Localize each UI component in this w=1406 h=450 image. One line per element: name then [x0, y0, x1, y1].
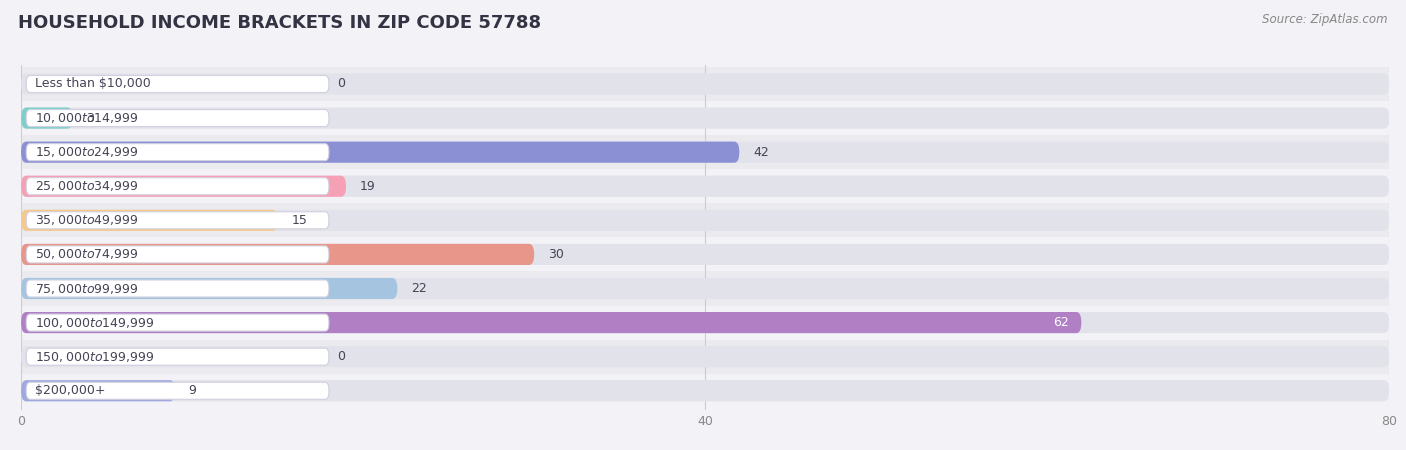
FancyBboxPatch shape	[21, 380, 174, 401]
FancyBboxPatch shape	[21, 142, 740, 163]
Text: $50,000 to $74,999: $50,000 to $74,999	[35, 248, 138, 261]
FancyBboxPatch shape	[21, 244, 1389, 265]
Bar	[0, 340, 1406, 374]
Bar	[0, 237, 1406, 271]
Text: 0: 0	[337, 77, 346, 90]
FancyBboxPatch shape	[21, 176, 1389, 197]
Text: 62: 62	[1053, 316, 1070, 329]
Text: 9: 9	[188, 384, 197, 397]
FancyBboxPatch shape	[27, 178, 329, 195]
Bar	[0, 203, 1406, 237]
Text: $35,000 to $49,999: $35,000 to $49,999	[35, 213, 138, 227]
Text: 0: 0	[337, 350, 346, 363]
FancyBboxPatch shape	[27, 280, 329, 297]
Text: $75,000 to $99,999: $75,000 to $99,999	[35, 282, 138, 296]
FancyBboxPatch shape	[21, 244, 534, 265]
Bar	[0, 271, 1406, 306]
Text: HOUSEHOLD INCOME BRACKETS IN ZIP CODE 57788: HOUSEHOLD INCOME BRACKETS IN ZIP CODE 57…	[18, 14, 541, 32]
Text: 30: 30	[548, 248, 564, 261]
Text: $10,000 to $14,999: $10,000 to $14,999	[35, 111, 138, 125]
FancyBboxPatch shape	[21, 380, 1389, 401]
Text: Less than $10,000: Less than $10,000	[35, 77, 150, 90]
Text: 15: 15	[291, 214, 307, 227]
Text: 3: 3	[86, 112, 94, 125]
Text: $150,000 to $199,999: $150,000 to $199,999	[35, 350, 155, 364]
FancyBboxPatch shape	[27, 109, 329, 126]
Text: 19: 19	[360, 180, 375, 193]
Bar	[0, 306, 1406, 340]
Text: Source: ZipAtlas.com: Source: ZipAtlas.com	[1263, 14, 1388, 27]
FancyBboxPatch shape	[27, 314, 329, 331]
FancyBboxPatch shape	[21, 176, 346, 197]
Bar	[0, 67, 1406, 101]
Bar	[0, 169, 1406, 203]
Bar	[0, 374, 1406, 408]
FancyBboxPatch shape	[21, 210, 1389, 231]
FancyBboxPatch shape	[21, 73, 1389, 94]
FancyBboxPatch shape	[21, 312, 1389, 333]
FancyBboxPatch shape	[27, 382, 329, 399]
FancyBboxPatch shape	[27, 76, 329, 93]
FancyBboxPatch shape	[21, 312, 1081, 333]
FancyBboxPatch shape	[21, 108, 1389, 129]
FancyBboxPatch shape	[21, 108, 72, 129]
FancyBboxPatch shape	[27, 246, 329, 263]
Text: $100,000 to $149,999: $100,000 to $149,999	[35, 315, 155, 329]
FancyBboxPatch shape	[21, 278, 398, 299]
Text: 22: 22	[411, 282, 427, 295]
FancyBboxPatch shape	[21, 210, 277, 231]
FancyBboxPatch shape	[21, 346, 1389, 367]
Text: $15,000 to $24,999: $15,000 to $24,999	[35, 145, 138, 159]
FancyBboxPatch shape	[27, 212, 329, 229]
FancyBboxPatch shape	[21, 142, 1389, 163]
Text: $200,000+: $200,000+	[35, 384, 105, 397]
Text: $25,000 to $34,999: $25,000 to $34,999	[35, 179, 138, 193]
FancyBboxPatch shape	[27, 144, 329, 161]
FancyBboxPatch shape	[21, 278, 1389, 299]
FancyBboxPatch shape	[27, 348, 329, 365]
Bar	[0, 135, 1406, 169]
Text: 42: 42	[754, 146, 769, 159]
Bar	[0, 101, 1406, 135]
